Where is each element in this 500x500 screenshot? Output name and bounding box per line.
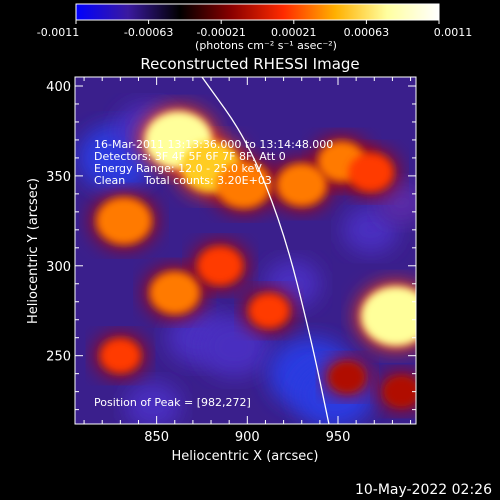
hot-region [329,362,365,392]
colorbar-tick-label: -0.00021 [196,26,245,39]
info-line-2: Detectors: 3F 4F 5F 6F 7F 8F, Att 0 [94,150,286,163]
colorbar-tick-label: -0.0011 [37,26,79,39]
hot-region [96,197,152,245]
footer-date: 10-May-2022 02:26 [354,482,492,498]
colorbar-gradient [75,3,440,21]
solar-limb-curve [201,77,330,424]
peak-position-text: Position of Peak = [982,272] [94,396,251,409]
hot-region [276,163,327,206]
hot-region [149,271,200,314]
y-tick-label: 300 [46,260,71,275]
x-tick-label: 950 [326,430,351,445]
hot-region [197,246,243,285]
hot-region [216,161,272,209]
colorbar-unit-label: (photons cm⁻² s⁻¹ asec⁻²) [195,39,337,52]
colorbar-tick-label: 0.00021 [271,26,317,39]
hot-region [348,153,393,192]
y-tick-label: 250 [46,350,71,365]
y-tick-label: 350 [46,170,71,185]
plot-frame [74,76,417,425]
info-line-4-method: Clean [94,174,126,187]
colorbar: -0.0011 -0.00063 -0.00021 0.00021 0.00063 0.0… [37,3,472,52]
x-tick-label: 900 [235,430,260,445]
hot-region [361,286,416,346]
info-line-4-counts: Total counts: 3.20E+03 [144,174,272,187]
info-line-3: Energy Range: 12.0 - 25.0 keV [94,162,262,175]
x-axis-label: Heliocentric X (arcsec) [172,449,319,464]
colorbar-tick-label: 0.00063 [344,26,390,39]
cold-region [124,382,182,424]
y-axis-label: Heliocentric Y (arcsec) [26,178,41,324]
info-line-1: 16-Mar-2011 13:13:36.000 to 13:14:48.000 [94,138,334,151]
plot-axes: 850 900 950 250 300 350 400 [46,77,416,445]
x-tick-label: 850 [144,430,169,445]
heatmap-blobs [77,103,416,424]
hot-region [384,377,416,407]
cold-region [199,316,271,377]
hot-region [249,293,289,328]
y-tick-label: 400 [46,80,71,95]
colorbar-tick-label: 0.0011 [434,26,473,39]
colorbar-tick-label: -0.00063 [124,26,173,39]
hot-region [100,338,141,373]
chart-title: Reconstructed RHESSI Image [140,55,359,73]
cold-region [376,181,416,224]
heatmap-plot: Reconstructed RHESSI Image 850 900 950 250 3… [26,55,417,464]
colorbar-ticks: -0.0011 -0.00063 -0.00021 0.00021 0.00063 0.0… [37,20,472,39]
